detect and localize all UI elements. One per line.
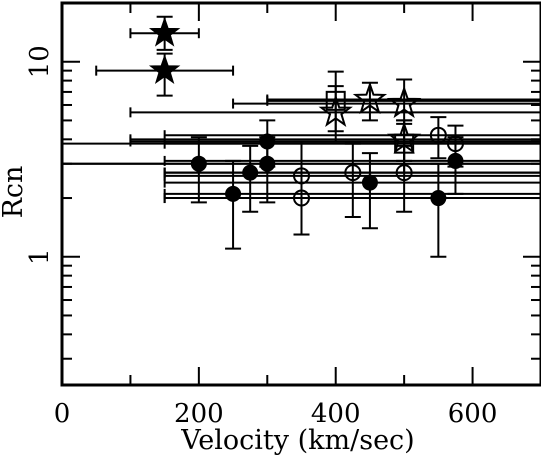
error-bars xyxy=(62,15,541,258)
filled-circle-point xyxy=(447,152,464,169)
plot-frame xyxy=(60,1,541,387)
open-circle-point xyxy=(446,135,464,153)
filled-circle-point xyxy=(430,190,447,207)
filled-circle-point xyxy=(361,174,378,191)
filled-circle-point xyxy=(259,155,276,172)
x-axis-title: Velocity (km/sec) xyxy=(180,425,414,456)
filled-star-point xyxy=(148,54,181,85)
open-square-point xyxy=(325,90,346,111)
open-circle-point xyxy=(344,164,362,182)
open-circle-point xyxy=(395,164,413,182)
y-tick-label: 1 xyxy=(25,248,55,265)
open-star-point xyxy=(352,81,388,115)
y-tick-label: 10 xyxy=(25,45,55,78)
open-circle-point xyxy=(429,126,447,144)
filled-circle-point xyxy=(225,185,242,202)
open-circle-point xyxy=(293,167,310,185)
x-tick-label: 400 xyxy=(311,399,361,429)
open-star-point xyxy=(386,85,422,119)
open-star-point xyxy=(386,121,422,154)
filled-star-point xyxy=(148,16,181,47)
x-tick-label: 0 xyxy=(54,399,71,429)
x-tick-label: 200 xyxy=(174,399,224,429)
data-markers xyxy=(148,16,464,207)
x-tick-label: 600 xyxy=(448,399,498,429)
filled-circle-point xyxy=(259,133,276,150)
y-axis-title: Rcn xyxy=(0,166,29,219)
open-square-point xyxy=(394,133,415,154)
filled-circle-point xyxy=(190,155,207,172)
axes: 0 200 400 600 1 10 xyxy=(25,1,541,429)
filled-circle-point xyxy=(242,164,259,181)
open-star-point xyxy=(318,94,353,127)
open-circle-point xyxy=(293,189,310,207)
